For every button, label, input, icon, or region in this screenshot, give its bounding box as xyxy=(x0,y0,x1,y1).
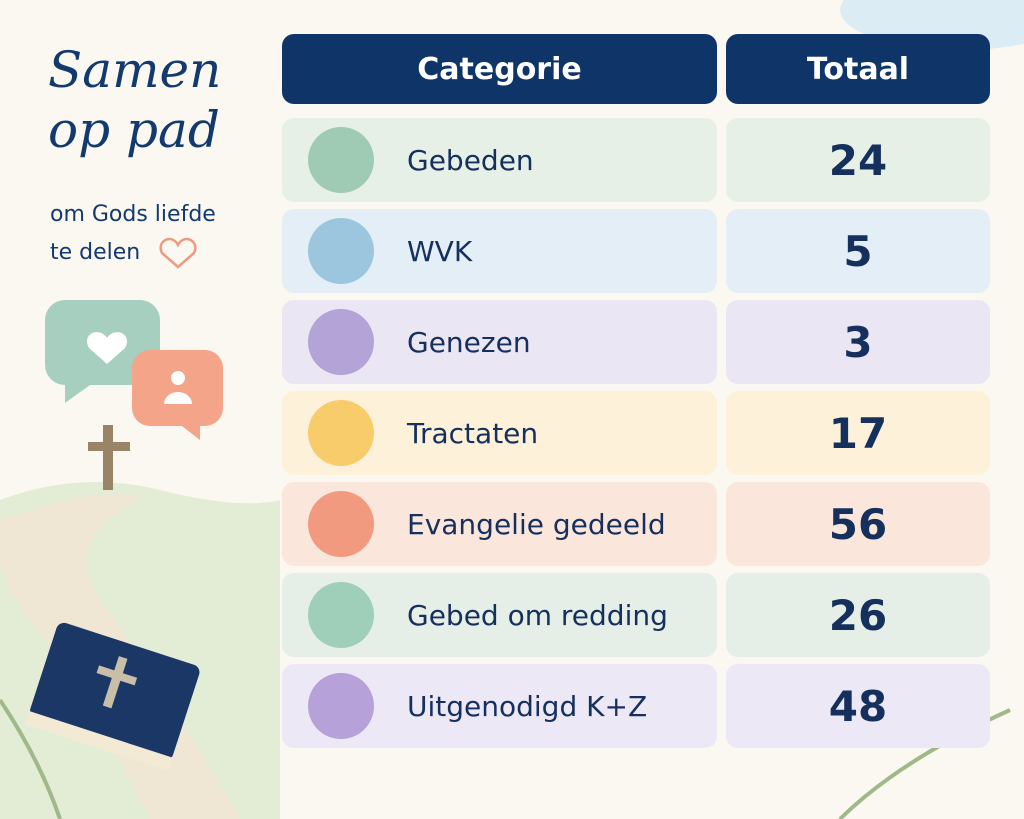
category-cell: Gebeden xyxy=(282,118,717,202)
category-cell: WVK xyxy=(282,209,717,293)
category-cell: Evangelie gedeeld xyxy=(282,482,717,566)
heart-outline xyxy=(159,237,197,269)
total-value: 24 xyxy=(726,118,990,202)
total-value: 26 xyxy=(726,573,990,657)
title-line: op pad xyxy=(48,101,220,159)
column-header: Categorie xyxy=(282,34,717,104)
category-icon xyxy=(308,673,374,739)
category-label: WVK xyxy=(407,234,473,268)
category-icon xyxy=(308,309,374,375)
category-cell: Tractaten xyxy=(282,391,717,475)
category-label: Gebeden xyxy=(407,143,534,177)
category-icon xyxy=(308,400,374,466)
people-icon xyxy=(164,392,192,404)
total-value: 56 xyxy=(726,482,990,566)
subtitle: om Gods liefde te delen xyxy=(50,196,216,272)
title: Samen op pad xyxy=(48,40,221,160)
total-value: 5 xyxy=(726,209,990,293)
bible-pages xyxy=(25,711,173,771)
bible xyxy=(25,622,200,771)
bible-cross xyxy=(96,665,138,686)
category-icon xyxy=(308,127,374,193)
bible-cross xyxy=(102,656,128,709)
column-header: Totaal xyxy=(726,34,990,104)
category-icon xyxy=(308,218,374,284)
category-label: Evangelie gedeeld xyxy=(407,507,666,541)
category-cell: Genezen xyxy=(282,300,717,384)
category-label: Tractaten xyxy=(407,416,539,450)
category-label: Gebed om redding xyxy=(407,598,668,632)
subtitle-line: te delen xyxy=(50,240,141,265)
total-value: 48 xyxy=(726,664,990,748)
category-label: Genezen xyxy=(407,325,531,359)
people-icon xyxy=(171,371,185,385)
category-icon xyxy=(308,582,374,648)
subtitle-line: om Gods liefde xyxy=(50,202,216,227)
cross xyxy=(103,425,113,490)
category-label: Uitgenodigd K+Z xyxy=(407,689,648,723)
category-cell: Uitgenodigd K+Z xyxy=(282,664,717,748)
cross-bar xyxy=(88,442,130,451)
category-icon xyxy=(308,491,374,557)
title-line: Samen xyxy=(48,41,222,99)
total-value: 3 xyxy=(726,300,990,384)
total-value: 17 xyxy=(726,391,990,475)
heart-icon xyxy=(86,332,128,364)
category-cell: Gebed om redding xyxy=(282,573,717,657)
leaf-branch xyxy=(0,698,62,819)
